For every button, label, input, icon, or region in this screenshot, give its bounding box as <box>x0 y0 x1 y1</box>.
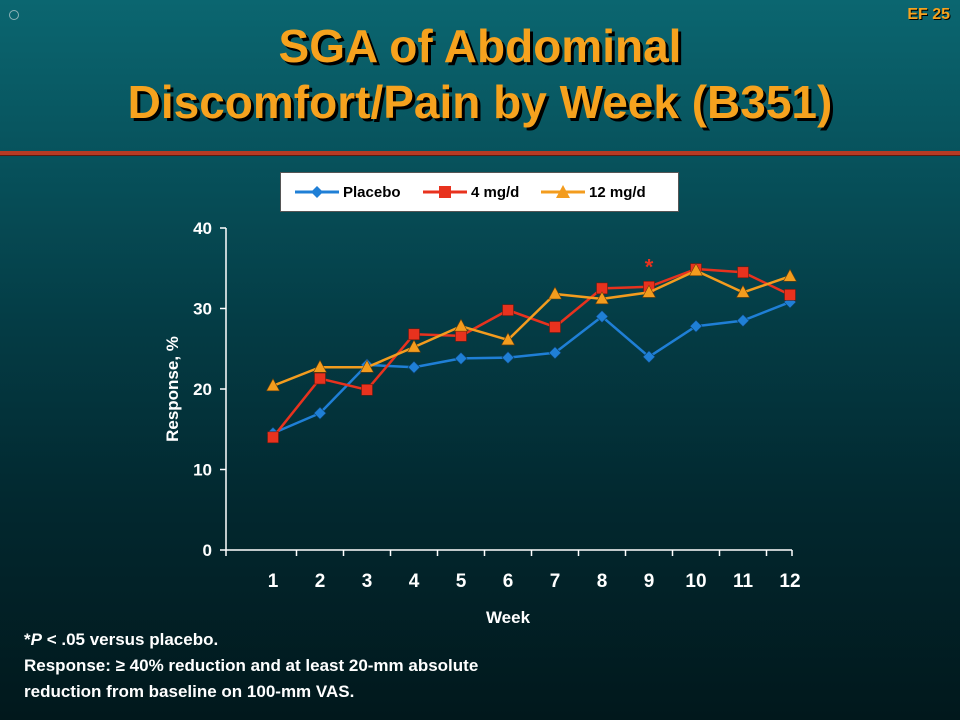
x-axis-label: Week <box>486 608 531 627</box>
legend-item-4mg: 4 mg/d <box>423 173 519 211</box>
chart-legend: Placebo 4 mg/d 12 mg/d <box>280 172 679 212</box>
data-point-12-mg-d <box>359 359 375 373</box>
y-tick-label: 10 <box>193 461 212 480</box>
slide-corner-mark <box>9 10 19 20</box>
data-point-placebo <box>407 360 421 374</box>
data-point-4-mg-d <box>361 384 373 396</box>
x-tick-label: 5 <box>456 571 467 592</box>
x-tick-label: 4 <box>409 571 420 592</box>
footnote-definition-1: Response: ≥ 40% reduction and at least 2… <box>24 656 479 675</box>
data-point-12-mg-d <box>688 263 704 276</box>
x-tick-label: 10 <box>685 571 706 592</box>
data-point-placebo <box>313 406 327 420</box>
data-point-12-mg-d <box>312 359 328 373</box>
data-point-12-mg-d <box>782 268 798 282</box>
y-tick-label: 20 <box>193 380 212 399</box>
data-point-4-mg-d <box>408 328 420 341</box>
data-point-4-mg-d <box>267 431 279 444</box>
data-point-4-mg-d <box>314 372 326 385</box>
legend-label-4mg: 4 mg/d <box>471 183 520 201</box>
legend-item-12mg: 12 mg/d <box>541 173 646 211</box>
y-axis-label: Response, % <box>163 336 182 442</box>
data-point-4-mg-d <box>784 289 796 301</box>
slide-id: EF 25 <box>907 6 950 23</box>
data-point-placebo <box>642 350 656 364</box>
footnote: *P < .05 versus placebo. Response: ≥ 40%… <box>24 627 478 705</box>
y-tick-label: 0 <box>203 541 212 560</box>
footnote-definition-2: reduction from baseline on 100-mm VAS. <box>24 682 355 701</box>
x-tick-label: 8 <box>597 571 608 592</box>
legend-item-placebo: Placebo <box>295 173 401 211</box>
legend-label-12mg: 12 mg/d <box>589 183 646 201</box>
footnote-significance: *P < .05 versus placebo. <box>24 630 219 649</box>
data-point-placebo <box>454 351 468 365</box>
y-tick-label: 30 <box>193 300 212 319</box>
data-point-placebo <box>595 310 609 323</box>
title-divider <box>0 151 960 155</box>
data-point-placebo <box>689 319 703 333</box>
data-point-12-mg-d <box>735 284 751 298</box>
x-tick-label: 6 <box>503 571 514 592</box>
data-point-12-mg-d <box>453 318 469 332</box>
series-line-12-mg-d <box>272 269 791 387</box>
x-tick-label: 3 <box>362 571 373 592</box>
data-point-placebo <box>501 351 515 365</box>
legend-marker-4mg <box>423 186 467 198</box>
data-point-12-mg-d <box>594 291 610 305</box>
data-point-4-mg-d <box>737 266 749 279</box>
data-point-4-mg-d <box>455 330 467 342</box>
data-point-4-mg-d <box>549 321 561 333</box>
x-tick-label: 1 <box>268 571 279 592</box>
y-tick-label: 40 <box>193 219 212 238</box>
data-point-12-mg-d <box>547 286 563 300</box>
series-line-placebo <box>272 300 791 435</box>
x-tick-label: 11 <box>733 571 754 592</box>
title-line-2: Discomfort/Pain by Week (B351) <box>127 76 833 128</box>
legend-marker-placebo <box>295 186 339 198</box>
significance-marker: * <box>645 254 654 279</box>
title-line-1: SGA of Abdominal <box>278 20 682 72</box>
data-point-placebo <box>736 314 750 327</box>
data-point-12-mg-d <box>265 378 281 392</box>
legend-marker-12mg <box>541 185 585 198</box>
x-tick-label: 7 <box>550 571 561 592</box>
data-point-4-mg-d <box>502 304 514 316</box>
slide-title: SGA of Abdominal Discomfort/Pain by Week… <box>0 18 960 130</box>
x-tick-label: 9 <box>644 571 655 592</box>
data-point-12-mg-d <box>500 332 516 346</box>
series-line-4-mg-d <box>272 267 791 439</box>
data-point-placebo <box>548 346 562 360</box>
x-tick-label: 2 <box>315 571 326 592</box>
x-tick-label: 12 <box>779 571 800 592</box>
legend-label-placebo: Placebo <box>343 183 401 201</box>
data-point-12-mg-d <box>641 284 657 298</box>
data-point-12-mg-d <box>406 339 422 353</box>
